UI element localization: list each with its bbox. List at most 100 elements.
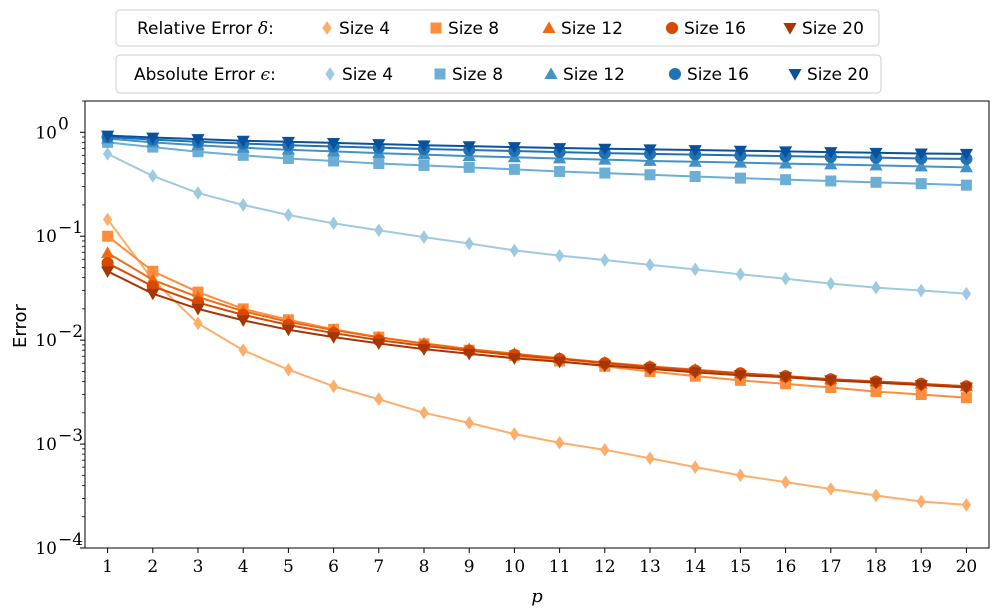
x-tick-label: 8 — [419, 557, 430, 577]
y-tick-exponent: −1 — [58, 218, 83, 238]
x-axis-title: p — [531, 586, 543, 607]
data-point — [645, 258, 655, 272]
data-point — [645, 451, 655, 466]
legend-marker — [322, 21, 332, 35]
data-point — [826, 276, 836, 291]
data-point — [191, 303, 205, 316]
x-tick-label: 9 — [464, 557, 475, 577]
series-relative-size-4 — [102, 212, 972, 512]
data-point — [328, 379, 339, 394]
data-point — [780, 475, 791, 489]
data-point — [554, 435, 565, 450]
data-point — [327, 137, 341, 150]
legend-absolute-error: Absolute Error ϵ: Size 4 Size 8 Size 12 Size… — [115, 54, 882, 94]
data-point — [735, 267, 746, 282]
y-tick-exponent: −4 — [58, 530, 83, 550]
legend-title: Relative Error δ: — [137, 19, 274, 39]
data-point — [870, 176, 882, 188]
legend-label: Size 4 — [342, 65, 393, 85]
data-point — [236, 315, 250, 327]
data-point — [780, 174, 792, 186]
x-tick-label: 3 — [193, 557, 204, 577]
data-point — [871, 280, 881, 295]
series-absolute-size-4 — [102, 147, 972, 301]
series-absolute-size-12 — [101, 131, 973, 173]
data-point — [281, 136, 295, 149]
data-point — [554, 165, 566, 177]
data-point — [780, 271, 791, 286]
data-point — [191, 134, 205, 146]
series-line — [106, 218, 967, 506]
data-point — [643, 154, 657, 166]
data-point — [599, 167, 611, 179]
legend-item: Size 16 — [665, 19, 746, 39]
legend-relative-error: Relative Error δ: Size 4 Size 8 Size 12 Size… — [115, 9, 880, 47]
data-point — [915, 388, 927, 400]
data-point — [283, 362, 294, 377]
data-point — [914, 380, 928, 392]
data-point — [779, 372, 793, 384]
data-point — [690, 262, 700, 277]
data-point — [554, 248, 565, 263]
x-tick-label: 6 — [328, 557, 339, 577]
x-tick-label: 14 — [684, 557, 706, 577]
data-point — [553, 143, 567, 155]
data-point — [598, 360, 612, 373]
data-point — [463, 161, 475, 173]
series-line — [107, 262, 967, 388]
data-point — [102, 147, 113, 161]
data-point — [643, 363, 657, 376]
series-line — [107, 141, 967, 187]
data-point — [735, 468, 746, 483]
y-tick-exponent: −3 — [58, 426, 83, 446]
legend-label: Size 4 — [339, 19, 390, 39]
series-line — [107, 134, 967, 155]
data-point — [328, 216, 339, 231]
data-point — [507, 142, 521, 154]
data-point — [101, 246, 115, 258]
y-tick-exponent: −2 — [58, 322, 83, 342]
series-line — [106, 235, 967, 399]
legend-marker — [783, 23, 797, 35]
x-tick-label: 13 — [639, 557, 661, 577]
legend-item: Size 12 — [542, 19, 623, 39]
y-tick-label: 10 — [35, 539, 57, 559]
data-point — [825, 175, 837, 187]
data-point — [373, 158, 385, 170]
series-line — [107, 152, 967, 295]
data-point — [779, 146, 793, 158]
x-tick-label: 16 — [775, 557, 797, 577]
data-point — [961, 286, 972, 301]
y-tick-label: 10 — [35, 123, 57, 143]
data-point — [688, 145, 702, 157]
data-point — [419, 405, 429, 420]
legend-frame — [115, 9, 880, 47]
data-point — [733, 145, 747, 158]
legend-item: Size 8 — [434, 65, 503, 85]
data-point — [193, 316, 203, 331]
series-absolute-size-20 — [101, 130, 973, 161]
data-point — [327, 332, 341, 344]
legend-label: Size 8 — [448, 19, 499, 39]
data-point — [960, 179, 972, 191]
data-point — [192, 146, 204, 158]
data-point — [419, 230, 429, 244]
legend-layer: Relative Error δ: Size 4 Size 8 Size 12 Size… — [115, 9, 882, 94]
plot-frame — [84, 100, 990, 549]
data-point — [372, 139, 386, 151]
x-tick-label: 17 — [820, 557, 842, 577]
series-line — [107, 137, 967, 169]
x-tick-label: 4 — [238, 557, 249, 577]
data-point — [734, 172, 746, 184]
data-point — [600, 443, 610, 457]
data-point — [690, 460, 700, 474]
data-point — [959, 382, 973, 395]
data-point — [553, 356, 567, 369]
legend-marker — [430, 22, 442, 34]
y-tick-label: 10 — [35, 435, 57, 455]
data-point — [869, 147, 883, 160]
legend-item: Size 20 — [783, 19, 864, 39]
series-line — [107, 136, 967, 160]
